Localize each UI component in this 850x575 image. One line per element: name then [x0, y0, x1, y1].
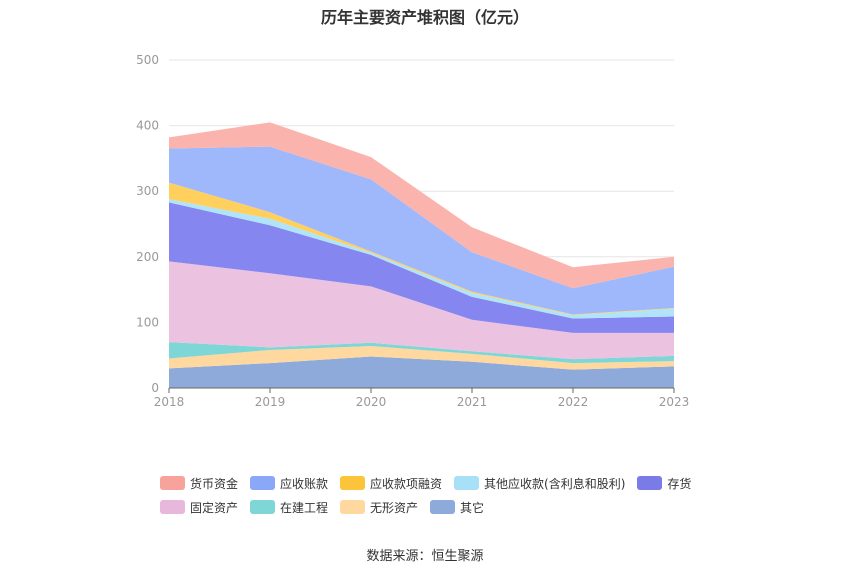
x-tick-label: 2021	[457, 395, 488, 409]
legend-label: 无形资产	[370, 500, 419, 515]
legend-label: 其它	[460, 500, 485, 515]
chart-title: 历年主要资产堆积图（亿元）	[320, 8, 529, 27]
x-tick-label: 2023	[659, 395, 690, 409]
legend-swatch	[637, 476, 663, 490]
y-tick-label: 200	[136, 250, 159, 264]
legend-label: 其他应收款(含利息和股利)	[484, 476, 626, 491]
legend-label: 货币资金	[190, 476, 239, 491]
chart-legend: 货币资金 应收账款 应收款项融资 其他应收款(含利息和股利) 存货 固定资产 在…	[160, 471, 720, 519]
stacked-area-chart: 0 100 200 300 400 500 2018 2019 2020 2021 2022 2023	[136, 53, 690, 409]
legend-item-construction-in-progress[interactable]: 在建工程	[250, 499, 328, 516]
legend-item-other[interactable]: 其它	[430, 499, 484, 516]
area-固定资产	[169, 261, 674, 360]
legend-swatch	[430, 500, 456, 514]
y-tick-label: 400	[136, 119, 159, 133]
legend-item-receivables-financing[interactable]: 应收款项融资	[340, 475, 442, 492]
area-无形资产	[169, 346, 674, 370]
legend-swatch	[340, 476, 366, 490]
y-tick-label: 100	[136, 315, 159, 329]
legend-label: 固定资产	[190, 500, 239, 515]
legend-swatch	[250, 500, 276, 514]
legend-item-accounts-receivable[interactable]: 应收账款	[250, 475, 328, 492]
legend-row-1: 货币资金 应收账款 应收款项融资 其他应收款(含利息和股利) 存货	[160, 471, 720, 495]
y-tick-label: 0	[151, 381, 159, 395]
legend-item-cash[interactable]: 货币资金	[160, 475, 238, 492]
area-应收账款	[169, 146, 674, 315]
y-tick-label: 300	[136, 184, 159, 198]
legend-label: 存货	[667, 476, 692, 491]
area-其他应收款(含利息和股利)	[169, 199, 674, 319]
area-在建工程	[169, 342, 674, 364]
x-tick-label: 2022	[558, 395, 589, 409]
legend-item-other-receivables[interactable]: 其他应收款(含利息和股利)	[454, 475, 625, 492]
x-tick-label: 2020	[356, 395, 387, 409]
legend-label: 应收账款	[280, 476, 329, 491]
legend-item-inventory[interactable]: 存货	[637, 475, 691, 492]
legend-swatch	[340, 500, 366, 514]
legend-swatch	[250, 476, 276, 490]
legend-swatch	[454, 476, 480, 490]
area-存货	[169, 202, 674, 333]
x-tick-label: 2019	[255, 395, 286, 409]
area-其它	[169, 356, 674, 388]
legend-item-intangible-assets[interactable]: 无形资产	[340, 499, 418, 516]
legend-item-fixed-assets[interactable]: 固定资产	[160, 499, 238, 516]
legend-label: 应收款项融资	[370, 476, 443, 491]
legend-swatch	[160, 476, 185, 490]
data-source-note: 数据来源：恒生聚源	[366, 549, 484, 564]
area-货币资金	[169, 122, 674, 289]
x-tick-label: 2018	[154, 395, 185, 409]
legend-row-2: 固定资产 在建工程 无形资产 其它	[160, 495, 720, 519]
y-tick-label: 500	[136, 53, 159, 67]
legend-swatch	[160, 500, 185, 514]
legend-label: 在建工程	[280, 500, 329, 515]
